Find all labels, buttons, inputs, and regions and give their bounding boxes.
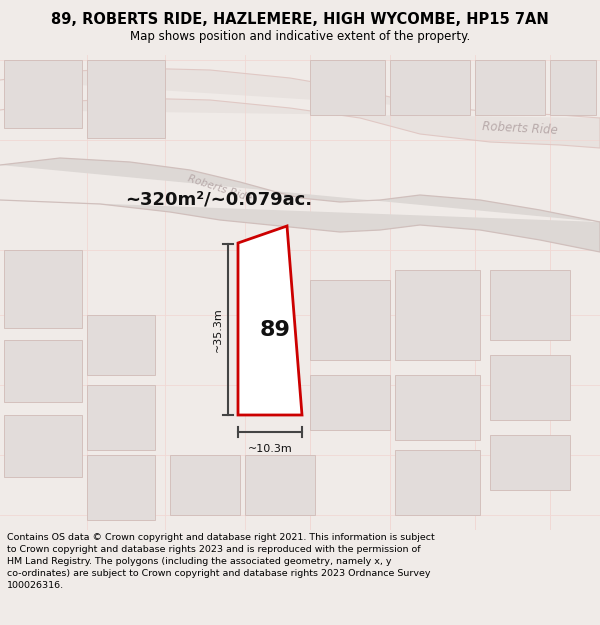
Bar	[310, 375, 390, 430]
Bar	[87, 385, 155, 450]
Bar	[310, 60, 385, 115]
Polygon shape	[238, 226, 302, 415]
Bar	[170, 455, 240, 515]
Bar	[310, 280, 390, 360]
Text: Contains OS data © Crown copyright and database right 2021. This information is : Contains OS data © Crown copyright and d…	[7, 533, 435, 591]
Bar	[395, 375, 480, 440]
Bar	[87, 455, 155, 520]
Bar	[4, 60, 82, 128]
Text: Map shows position and indicative extent of the property.: Map shows position and indicative extent…	[130, 30, 470, 43]
Bar	[4, 250, 82, 328]
Bar	[395, 270, 480, 360]
Bar	[390, 60, 470, 115]
Text: ~320m²/~0.079ac.: ~320m²/~0.079ac.	[125, 191, 312, 209]
Polygon shape	[0, 68, 600, 148]
Text: Roberts Ride: Roberts Ride	[482, 119, 558, 136]
Bar	[490, 355, 570, 420]
Text: 89, ROBERTS RIDE, HAZLEMERE, HIGH WYCOMBE, HP15 7AN: 89, ROBERTS RIDE, HAZLEMERE, HIGH WYCOMB…	[51, 12, 549, 27]
Polygon shape	[0, 158, 600, 252]
Text: Roberts Ride: Roberts Ride	[187, 173, 253, 203]
Text: ~35.3m: ~35.3m	[213, 307, 223, 352]
Bar	[550, 60, 596, 115]
Bar	[4, 415, 82, 477]
Bar	[87, 60, 165, 138]
Text: ~10.3m: ~10.3m	[248, 444, 292, 454]
Bar	[490, 435, 570, 490]
Bar	[475, 60, 545, 115]
Bar	[395, 450, 480, 515]
Text: 89: 89	[260, 320, 290, 340]
Bar	[490, 270, 570, 340]
Bar	[87, 315, 155, 375]
Bar	[4, 340, 82, 402]
Bar	[245, 455, 315, 515]
